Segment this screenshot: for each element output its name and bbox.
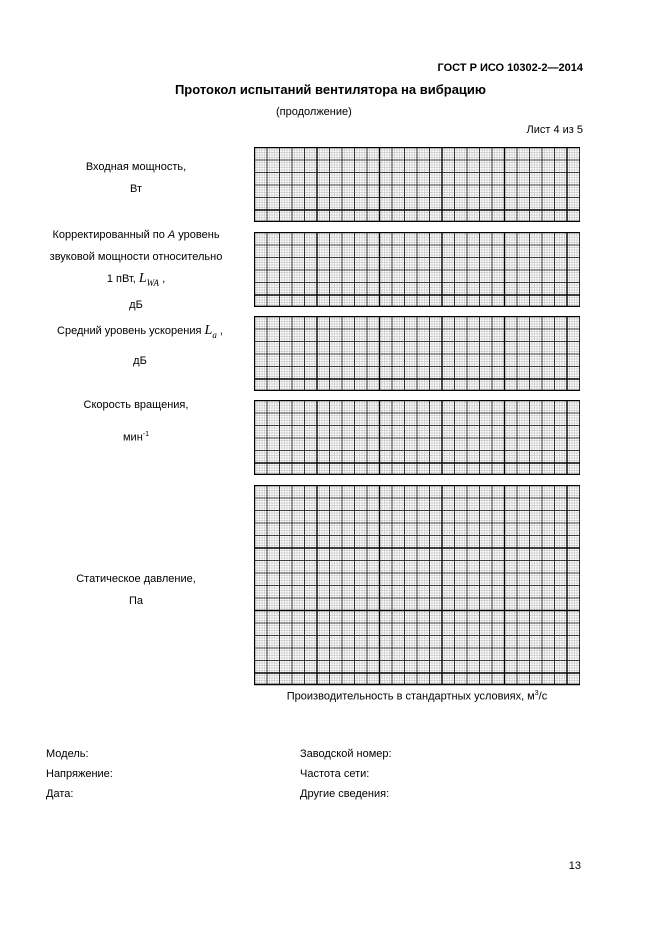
- sound-power-label: Корректированный по A уровень звуковой м…: [40, 224, 232, 316]
- date-field: Дата:: [46, 788, 74, 800]
- input-power-title: Входная мощность,: [85, 161, 187, 173]
- acceleration-title: Средний уровень ускорения La ,: [57, 323, 223, 340]
- speed-label: Скорость вращения, мин-1: [40, 394, 232, 449]
- input-power-unit: Вт: [129, 183, 142, 195]
- other-field: Другие сведения:: [300, 788, 390, 800]
- sound-power-symbol-line: 1 пВт, LWA ,: [106, 271, 166, 288]
- static-pressure-unit: Па: [128, 595, 144, 607]
- static-pressure-label: Статическое давление, Па: [40, 568, 232, 612]
- page-title: Протокол испытаний вентилятора на вибрац…: [174, 82, 487, 97]
- sound-power-title: Корректированный по A уровень: [52, 229, 220, 241]
- acceleration-label: Средний уровень ускорения La , дБ: [40, 320, 240, 372]
- standard-code: ГОСТ Р ИСО 10302-2—2014: [437, 62, 583, 74]
- page-number: 13: [568, 860, 581, 872]
- x-axis-label: Производительность в стандартных условия…: [286, 690, 548, 703]
- grid-static-pressure: [254, 485, 580, 686]
- static-pressure-title: Статическое давление,: [76, 573, 196, 585]
- grid-acceleration: [254, 316, 580, 391]
- sheet-number: Лист 4 из 5: [526, 124, 584, 136]
- grid-sound-power: [254, 232, 580, 307]
- sound-power-unit: дБ: [129, 298, 143, 311]
- speed-unit: мин-1: [122, 431, 150, 444]
- voltage-field: Напряжение:: [46, 768, 113, 780]
- sound-power-title-2: звуковой мощности относительно: [49, 251, 223, 263]
- page-subtitle: (продолжение): [276, 106, 352, 118]
- input-power-label: Входная мощность, Вт: [40, 156, 232, 200]
- model-field: Модель:: [46, 748, 89, 760]
- grid-input-power: [254, 147, 580, 222]
- grid-speed: [254, 400, 580, 475]
- speed-title: Скорость вращения,: [83, 399, 189, 411]
- frequency-field: Частота сети:: [300, 768, 370, 780]
- serial-field: Заводской номер:: [300, 748, 392, 760]
- acceleration-unit: дБ: [133, 354, 147, 367]
